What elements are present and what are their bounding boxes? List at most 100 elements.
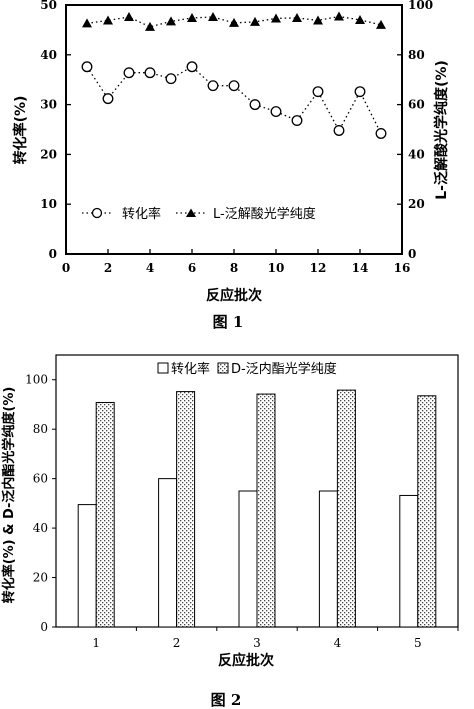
chart2-legend-label-conversion: 转化率 [171,361,210,377]
chart1-x-tick-label: 14 [352,261,369,275]
chart1-x-axis-title: 反应批次 [206,287,262,304]
chart1-point-conversion [228,80,240,92]
chart1-point-conversion [81,61,93,73]
chart2-legend-label-purity: D-泛内酯光学纯度 [231,361,337,377]
chart2-bar-purity [336,389,356,628]
chart1-x-ticks: 0 2 4 6 8 10 12 14 16 [62,249,411,275]
chart1-point-conversion [249,99,261,111]
chart1-point-conversion [291,115,303,126]
chart1-point-purity [103,15,113,25]
chart1-point-purity [124,11,134,21]
chart1-point-purity [250,16,260,26]
chart1-point-purity [313,15,323,25]
chart1-y-tick-label: 50 [40,0,57,12]
chart1-point-purity [271,13,281,23]
chart1-point-purity [376,19,386,29]
chart1-point-conversion [333,125,345,136]
chart1-point-conversion [270,106,282,118]
chart1-point-purity [292,12,302,22]
chart1-legend-marker-purity [186,208,196,217]
chart1-point-purity [208,11,218,21]
chart1-point-conversion [354,86,366,98]
chart1-y2-tick-label: 80 [408,48,425,62]
chart1-point-purity [334,11,344,21]
chart2-caption: 图 2 [211,691,242,709]
chart1-point-conversion [144,67,156,79]
chart2-x-tick-label: 2 [173,636,181,650]
chart2-legend-swatch-conversion [157,362,169,374]
chart2-bar-conversion [158,478,178,628]
chart2-bar-purity [95,401,115,628]
chart2-y-ticks: 0 20 40 60 80 100 [25,373,56,634]
chart1-series [81,11,387,139]
chart2-y-axis-title: 转化率(%) & D-泛内酯光学纯度(%) [1,387,17,604]
chart2-x-tick-label: 1 [92,636,100,650]
chart1-point-purity [355,14,365,24]
chart1-legend-label-conversion: 转化率 [122,206,161,222]
chart2-y-tick-label: 20 [33,571,48,585]
chart1-y2-tick-label: 20 [408,197,425,211]
chart1-legend-label-purity: L-泛解酸光学纯度 [213,206,316,222]
chart1-y2-tick-label: 40 [408,147,425,161]
chart1-point-purity [229,17,239,27]
chart2-bar-conversion [399,494,419,628]
chart2-bar-conversion [318,490,338,628]
chart1-legend-marker-conversion [91,207,103,219]
chart1-y2-tick-label: 0 [408,247,416,261]
chart1-x-tick-label: 4 [146,261,154,275]
chart1-point-conversion [207,80,219,92]
chart1-y-tick-label: 10 [40,197,57,211]
chart1-point-conversion [165,73,177,85]
chart1-point-purity [82,18,92,28]
chart1-y-ticks: 0 10 20 30 40 50 [40,0,71,261]
chart2-bars [77,389,437,628]
chart1-x-tick-label: 2 [104,261,112,275]
chart2-legend: 转化率 D-泛内酯光学纯度 [157,361,337,377]
chart2-y-tick-label: 60 [33,472,48,486]
chart2-x-ticks: 1 2 3 4 5 [92,627,459,650]
chart1-y2-tick-label: 60 [408,98,425,112]
chart2-bar-conversion [238,490,258,628]
chart1-x-tick-label: 16 [394,261,411,275]
chart2-x-tick-label: 4 [334,636,342,650]
chart2-bar-purity [176,391,196,628]
chart1-y-tick-label: 0 [49,247,57,261]
chart1-point-purity [187,12,197,22]
chart1-point-conversion [375,128,387,139]
chart2-x-axis-title: 反应批次 [218,652,274,669]
chart1-point-purity [145,21,155,31]
chart1-point-conversion [312,86,324,98]
chart1-point-conversion [102,93,114,105]
chart2: 0 20 40 60 80 100 1 2 3 4 5 转化率 D-泛内酯光学纯度 反应批次 转化… [1,354,459,709]
chart2-x-tick-label: 3 [253,636,261,650]
chart1: 0 2 4 6 8 10 12 14 16 0 10 20 30 40 50 0 20 40 60 80 100 反… [12,0,450,331]
chart1-y-tick-label: 40 [40,48,57,62]
chart1-point-conversion [186,61,198,73]
chart1-series-line-2 [86,15,382,28]
chart1-y-tick-label: 20 [40,147,57,161]
chart1-x-tick-label: 6 [188,261,196,275]
chart1-y2-axis-title: L-泛解酸光学纯度(%) [433,60,450,200]
chart1-x-tick-label: 8 [230,261,238,275]
chart1-x-tick-label: 12 [310,261,327,275]
chart1-caption: 图 1 [213,313,244,331]
chart2-y-tick-label: 100 [25,373,48,387]
chart1-x-tick-label: 0 [62,261,70,275]
chart1-y-tick-label: 30 [40,98,57,112]
chart2-bar-purity [256,393,276,628]
chart1-legend: 转化率 L-泛解酸光学纯度 [82,206,316,222]
chart1-y-axis-title: 转化率(%) [12,96,29,165]
chart1-point-conversion [123,67,135,79]
chart2-y-tick-label: 80 [33,422,48,436]
chart2-bar-conversion [77,504,97,628]
chart2-bar-purity [417,395,437,628]
chart2-legend-swatch-purity [217,362,229,374]
chart1-y2-ticks: 0 20 40 60 80 100 [397,0,433,261]
chart1-point-purity [166,16,176,26]
chart2-x-tick-label: 5 [414,636,422,650]
chart1-x-tick-label: 10 [268,261,285,275]
chart2-y-tick-label: 40 [33,521,48,535]
chart1-y2-tick-label: 100 [408,0,433,12]
chart2-y-tick-label: 0 [40,620,48,634]
